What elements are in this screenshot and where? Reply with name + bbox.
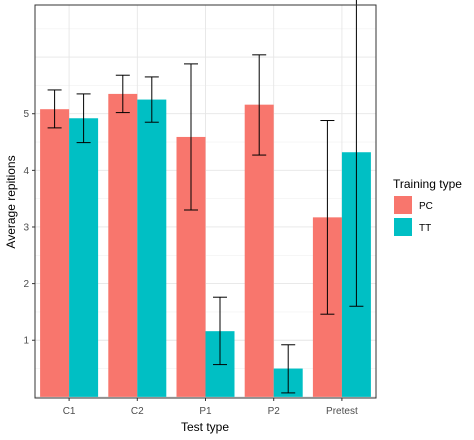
error-bar-pc-c1 (47, 89, 62, 129)
error-bar-pc-c2 (115, 74, 130, 114)
legend-key-tt (394, 218, 412, 236)
error-bar-tt-p1 (213, 296, 227, 366)
error-bar-tt-pretest (349, 0, 364, 307)
legend-items: PC TT (394, 196, 433, 236)
y-tick-label: 3 (23, 222, 29, 233)
error-bars-layer (47, 0, 364, 394)
x-tick-label: P1 (199, 406, 212, 417)
legend: Training type PC TT (393, 177, 462, 236)
y-tick-label: 4 (23, 166, 29, 177)
y-axis: 1 2 3 4 5 (23, 109, 35, 347)
legend-label-tt: TT (419, 223, 431, 234)
error-bar-pc-pretest (320, 120, 335, 315)
error-bar-pc-p2 (252, 54, 267, 156)
x-tick-label: Pretest (326, 406, 358, 417)
error-bar-pc-p1 (184, 63, 198, 211)
x-tick-label: C1 (63, 406, 76, 417)
error-bar-tt-c2 (144, 76, 159, 123)
bar-tt-c1 (69, 118, 99, 397)
bar-pc-c2 (108, 93, 138, 397)
x-tick-label: C2 (131, 406, 144, 417)
y-axis-title: Average repitions (4, 155, 18, 248)
error-bar-tt-p2 (281, 344, 296, 394)
legend-key-pc (394, 196, 412, 214)
legend-label-pc: PC (419, 201, 433, 212)
bar-tt-c2 (137, 99, 167, 397)
error-bar-tt-c1 (76, 93, 91, 144)
y-tick-label: 2 (23, 279, 29, 290)
y-tick-label: 1 (23, 336, 29, 347)
y-tick-label: 5 (23, 109, 29, 120)
x-tick-label: P2 (268, 406, 281, 417)
x-axis: C1 C2 P1 P2 Pretest (63, 398, 358, 417)
legend-title: Training type (393, 177, 462, 191)
bar-pc-c1 (40, 109, 70, 397)
x-axis-title: Test type (181, 420, 229, 434)
